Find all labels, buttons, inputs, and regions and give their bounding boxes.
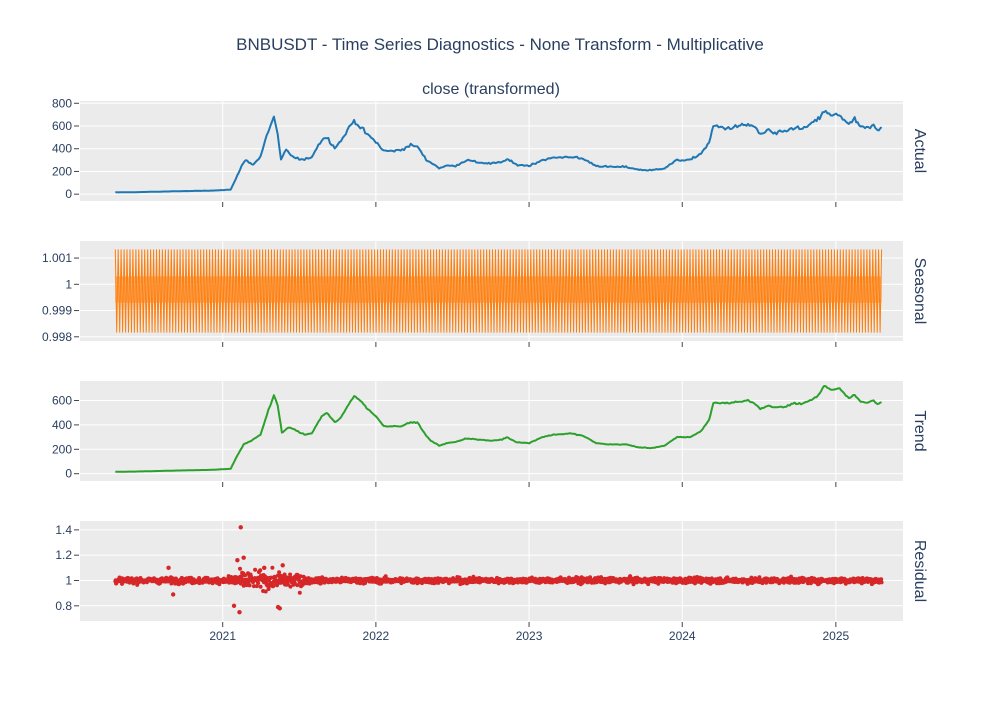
y-tick-label: 0.999 — [42, 304, 72, 318]
y-tick-label: 1 — [65, 573, 72, 587]
residual-point — [247, 583, 252, 588]
residual-point — [275, 583, 279, 588]
panel-label-residual: Residual — [911, 540, 928, 602]
residual-points — [113, 525, 884, 615]
series-line-seasonal — [114, 249, 883, 333]
residual-point — [241, 583, 246, 588]
residual-point — [270, 565, 275, 570]
y-tick-label: 0.8 — [55, 599, 72, 613]
residual-point — [269, 575, 274, 580]
chart-title: BNBUSDT - Time Series Diagnostics - None… — [236, 35, 764, 54]
series-line-actual — [115, 109, 883, 194]
x-tick-label: 2025 — [822, 629, 849, 643]
y-tick-label: 400 — [52, 418, 72, 432]
x-tick-label: 2024 — [669, 629, 696, 643]
residual-point — [241, 555, 246, 560]
chart-subtitle: close (transformed) — [422, 81, 560, 98]
residual-point — [297, 590, 302, 595]
residual-point — [251, 584, 256, 589]
y-tick-label: 600 — [52, 119, 72, 133]
series-line-trend — [115, 385, 882, 473]
residual-point — [295, 583, 300, 588]
panel-label-trend: Trend — [911, 410, 928, 451]
residual-point — [170, 592, 176, 597]
residual-point — [266, 587, 271, 591]
residual-point — [298, 574, 303, 579]
residual-point — [288, 572, 293, 577]
plot-background — [80, 101, 903, 201]
residual-point — [235, 558, 240, 563]
residual-point — [231, 603, 237, 609]
y-tick-label: 200 — [52, 164, 72, 178]
y-tick-label: 1.001 — [42, 251, 72, 265]
residual-point — [166, 565, 171, 571]
plot-background — [80, 521, 903, 621]
residual-point — [262, 565, 267, 571]
residual-point — [238, 566, 242, 571]
panel-label-seasonal: Seasonal — [911, 258, 928, 325]
plot-background — [80, 381, 903, 481]
y-tick-label: 1 — [65, 277, 72, 291]
residual-point — [238, 581, 243, 586]
residual-point — [256, 581, 261, 586]
panel-seasonal: 0.998 0.999 1 1.001 Seasonal — [42, 241, 928, 347]
residual-point — [253, 567, 258, 572]
y-tick-label: 600 — [52, 394, 72, 408]
y-tick-label: 0.998 — [42, 330, 72, 344]
seasonal-band — [115, 276, 882, 303]
y-tick-label: 400 — [52, 142, 72, 156]
residual-point — [237, 609, 242, 615]
residual-point — [263, 589, 268, 594]
residual-point — [277, 570, 282, 575]
residual-point — [282, 572, 287, 577]
residual-point — [238, 525, 243, 530]
y-tick-label: 800 — [52, 96, 72, 110]
y-tick-label: 0 — [65, 467, 72, 481]
x-tick-label: 2021 — [209, 629, 236, 643]
residual-point — [292, 580, 297, 585]
residual-point — [271, 584, 276, 589]
residual-point — [757, 575, 762, 580]
residual-point — [879, 577, 884, 582]
residual-point — [258, 568, 263, 573]
panel-trend: 0 200 400 600 Trend — [52, 381, 928, 487]
panel-actual: 0 200 400 600 800 Actual — [52, 96, 928, 207]
residual-point — [254, 584, 259, 589]
residual-point — [210, 581, 215, 586]
y-tick-label: 1.4 — [55, 523, 72, 537]
panels-group: 0 200 400 600 800 Actual 0.998 0.999 1 1.001 Seaso… — [42, 96, 928, 643]
residual-point — [243, 573, 247, 578]
y-tick-label: 1.2 — [55, 548, 72, 562]
x-tick-label: 2022 — [363, 629, 390, 643]
residual-point — [363, 581, 368, 585]
y-tick-label: 0 — [65, 187, 72, 201]
residual-point — [280, 563, 285, 568]
residual-point — [288, 584, 293, 589]
panel-residual: 0.8 1 1.2 1.4 Residual — [55, 521, 928, 627]
y-tick-label: 200 — [52, 442, 72, 456]
x-tick-label: 2023 — [516, 629, 543, 643]
residual-point — [879, 580, 884, 585]
residual-point — [277, 606, 282, 611]
panel-label-actual: Actual — [911, 129, 928, 173]
residual-point — [383, 574, 388, 579]
residual-point — [258, 584, 263, 589]
